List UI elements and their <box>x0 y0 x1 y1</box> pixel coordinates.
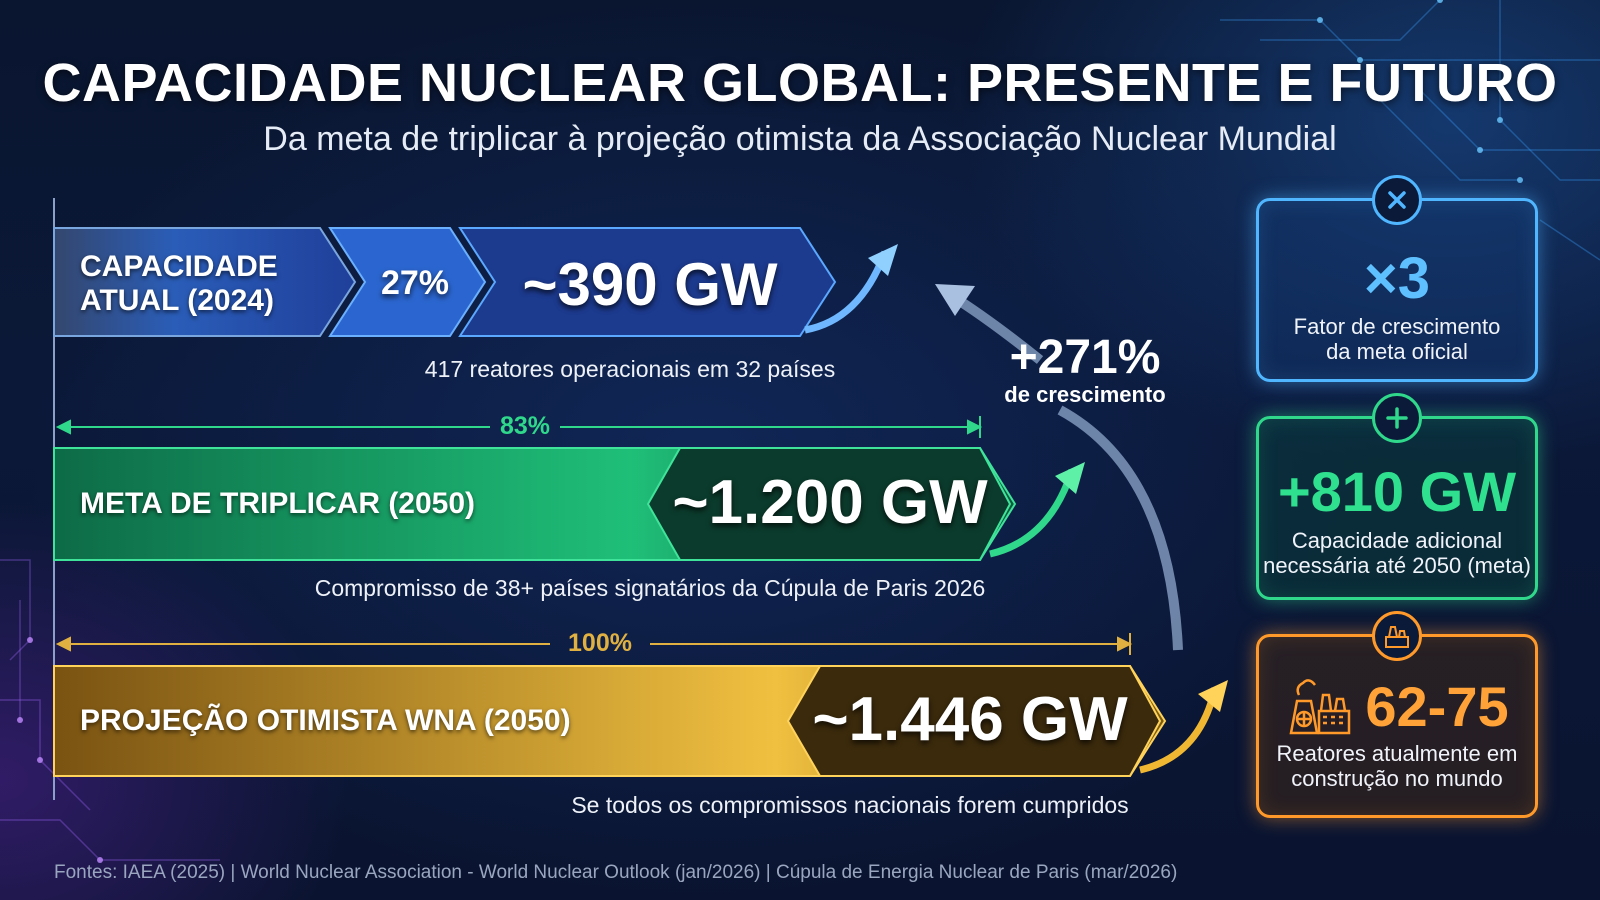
bar-target <box>53 447 1085 561</box>
card-additional-capacity-label-1: Capacidade adicional <box>1291 528 1503 553</box>
bar-current-label-line1: CAPACIDADE <box>80 250 278 283</box>
card-reactors-label-2: construção no mundo <box>1291 766 1503 791</box>
growth-value: +271% <box>1009 331 1161 384</box>
page-title: CAPACIDADE NUCLEAR GLOBAL: PRESENTE E FU… <box>42 53 1558 113</box>
card-reactors-value: 62-75 <box>1365 674 1509 738</box>
range-100-line <box>55 633 1133 655</box>
bar-current-label-line2: ATUAL (2024) <box>80 284 274 317</box>
nuclear-plant-icon <box>1285 671 1355 741</box>
close-circle-icon <box>1372 175 1422 225</box>
card-growth-factor-label-2: da meta oficial <box>1326 339 1468 364</box>
bar-target-caption: Compromisso de 38+ países signatários da… <box>314 575 986 601</box>
card-reactors-row: 62-75 <box>1259 671 1535 741</box>
sources-footer: Fontes: IAEA (2025) | World Nuclear Asso… <box>54 862 1178 883</box>
card-reactors-label-1: Reatores atualmente em <box>1276 741 1518 766</box>
card-reactors-construction: 62-75 Reatores atualmente em construção … <box>1256 611 1538 818</box>
bar-current-caption: 417 reatores operacionais em 32 países <box>424 356 836 382</box>
card-growth-factor-value: ×3 <box>1363 246 1431 311</box>
bar-target-label: META DE TRIPLICAR (2050) <box>80 487 476 520</box>
bar-projection <box>53 665 1228 777</box>
bar-current-value: ~390 GW <box>522 251 778 318</box>
bar-current <box>53 227 898 337</box>
growth-label: de crescimento <box>1004 382 1166 407</box>
range-83-label: 83% <box>499 412 551 440</box>
card-additional-capacity: +810 GW Capacidade adicional necessária … <box>1256 393 1538 600</box>
page-subtitle: Da meta de triplicar à projeção otimista… <box>263 120 1337 158</box>
bar-current-label: CAPACIDADE ATUAL (2024) <box>80 250 278 318</box>
nuclear-plant-badge-icon <box>1372 611 1422 661</box>
bar-current-percent: 27% <box>380 264 450 302</box>
bar-projection-label: PROJEÇÃO OTIMISTA WNA (2050) <box>80 704 571 737</box>
bar-projection-value: ~1.446 GW <box>812 685 1128 754</box>
card-additional-capacity-label-2: necessária até 2050 (meta) <box>1263 553 1531 578</box>
card-additional-capacity-value: +810 GW <box>1277 460 1517 523</box>
card-growth-factor-label-1: Fator de crescimento <box>1293 314 1501 339</box>
range-100-label: 100% <box>568 629 632 657</box>
plus-circle-icon <box>1372 393 1422 443</box>
card-growth-factor: ×3 Fator de crescimento da meta oficial <box>1256 175 1538 382</box>
growth-arrow <box>935 284 1183 651</box>
bar-projection-caption: Se todos os compromissos nacionais forem… <box>571 792 1129 818</box>
range-83-line <box>55 416 983 438</box>
bar-target-value: ~1.200 GW <box>672 468 988 537</box>
